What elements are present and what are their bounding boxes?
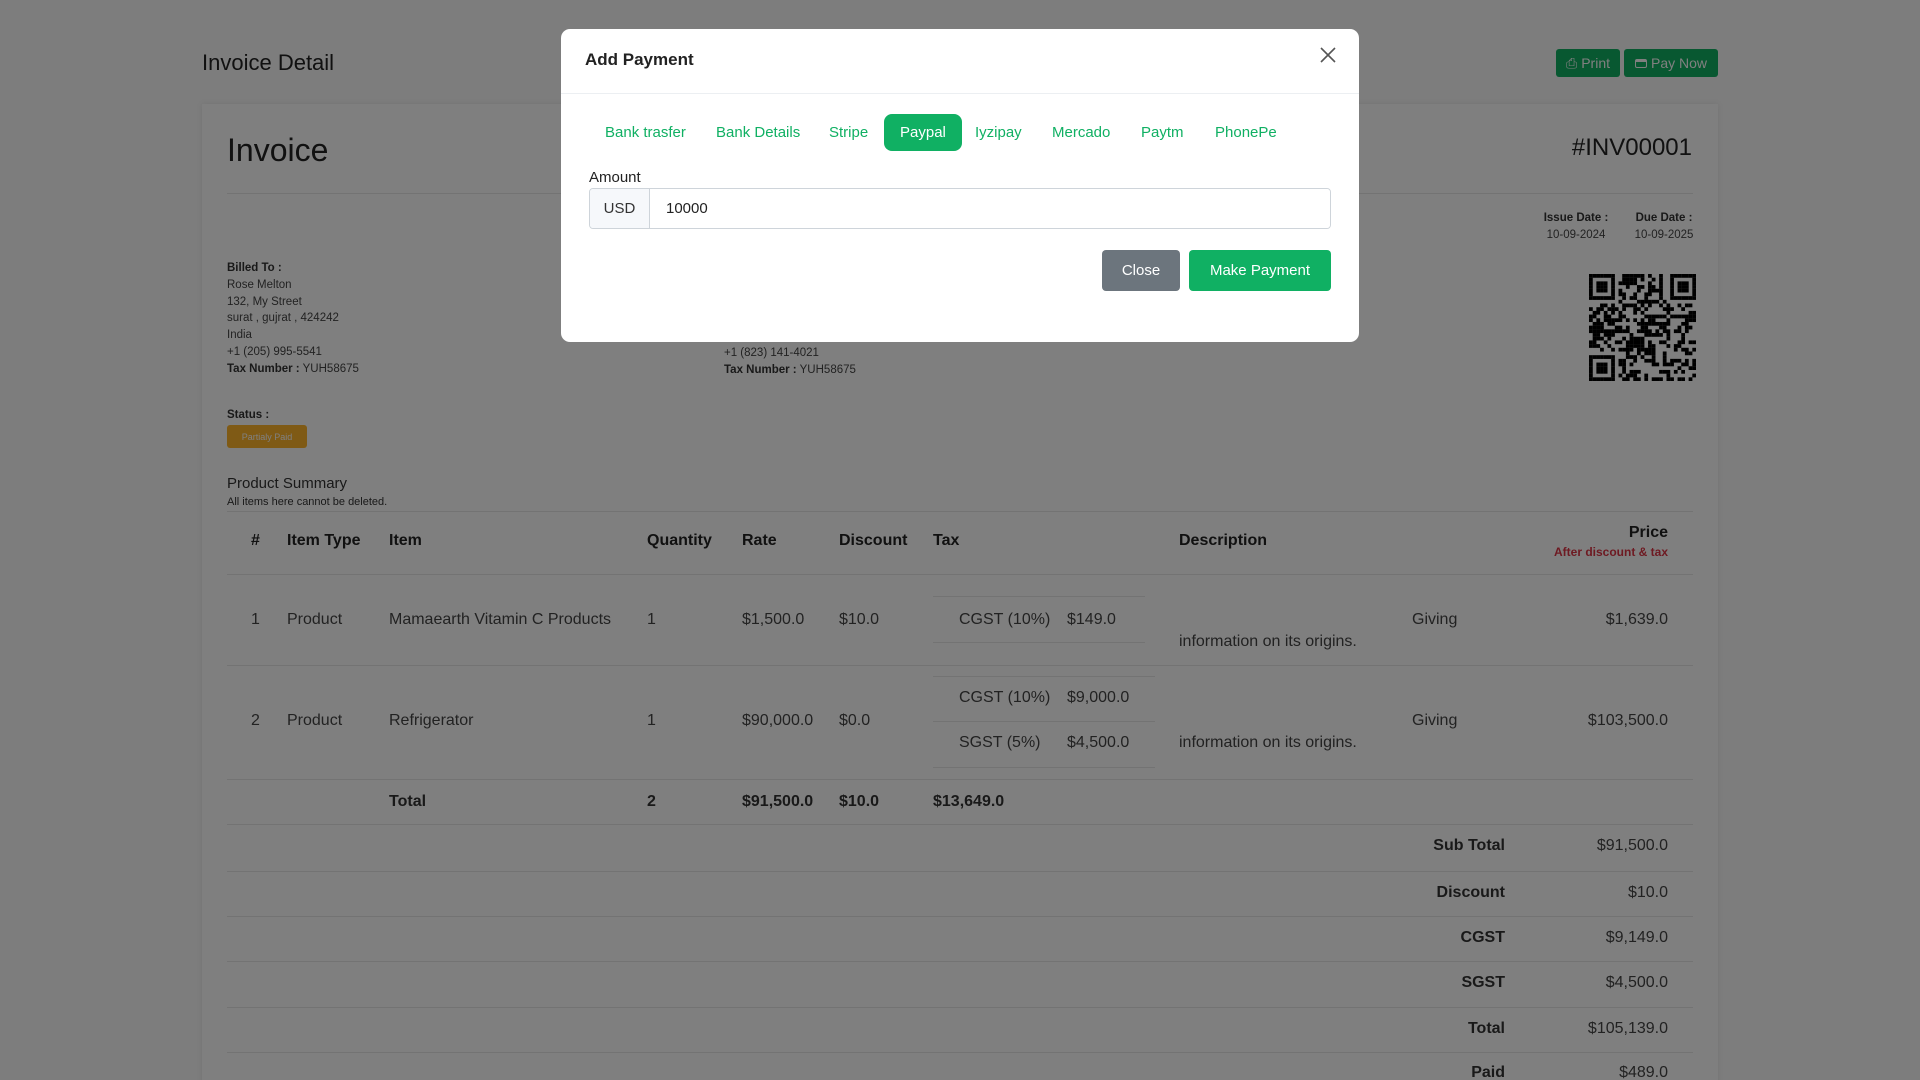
tab-paypal[interactable]: Paypal [884,114,962,151]
tab-iyzipay[interactable]: Iyzipay [975,124,1022,141]
tab-bank-details[interactable]: Bank Details [716,124,801,141]
tab-paytm[interactable]: Paytm [1141,124,1184,141]
modal-title: Add Payment [585,50,694,69]
tab-phonepe[interactable]: PhonePe [1215,124,1277,141]
make-payment-button[interactable]: Make Payment [1189,250,1331,291]
amount-input-group: USD [589,188,1331,229]
tab-mercado[interactable]: Mercado [1052,124,1111,141]
amount-label: Amount [589,169,641,186]
tab-stripe[interactable]: Stripe [829,124,869,141]
modal-header-divider [561,93,1359,94]
add-payment-modal: Add Payment Bank trasfer Bank Details St… [561,29,1359,342]
amount-input[interactable] [650,189,1330,228]
tab-bank-transfer[interactable]: Bank trasfer [605,124,686,141]
currency-addon: USD [590,189,650,228]
close-icon[interactable] [1316,43,1340,67]
close-button[interactable]: Close [1102,250,1180,291]
